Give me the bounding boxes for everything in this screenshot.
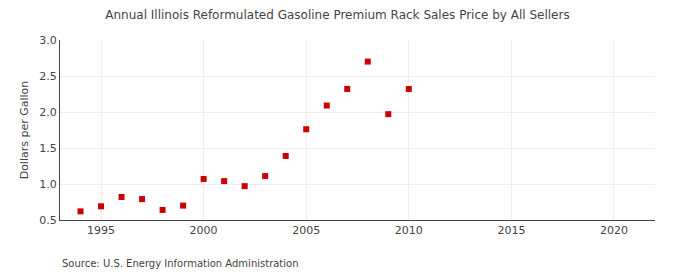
- svg-text:2.0: 2.0: [39, 106, 57, 119]
- svg-text:2020: 2020: [600, 224, 628, 237]
- svg-text:2005: 2005: [292, 224, 320, 237]
- svg-text:2015: 2015: [497, 224, 525, 237]
- svg-text:3.0: 3.0: [39, 34, 57, 47]
- svg-text:Annual Illinois Reformulated G: Annual Illinois Reformulated Gasoline Pr…: [105, 8, 569, 22]
- svg-text:Source: U.S. Energy Informatio: Source: U.S. Energy Information Administ…: [62, 258, 299, 269]
- svg-text:Dollars per Gallon: Dollars per Gallon: [18, 81, 31, 180]
- svg-text:0.5: 0.5: [39, 214, 57, 227]
- svg-text:2000: 2000: [190, 224, 218, 237]
- svg-text:1.5: 1.5: [39, 142, 57, 155]
- svg-text:2010: 2010: [395, 224, 423, 237]
- svg-text:2.5: 2.5: [39, 70, 57, 83]
- svg-text:1.0: 1.0: [39, 178, 57, 191]
- svg-text:1995: 1995: [87, 224, 115, 237]
